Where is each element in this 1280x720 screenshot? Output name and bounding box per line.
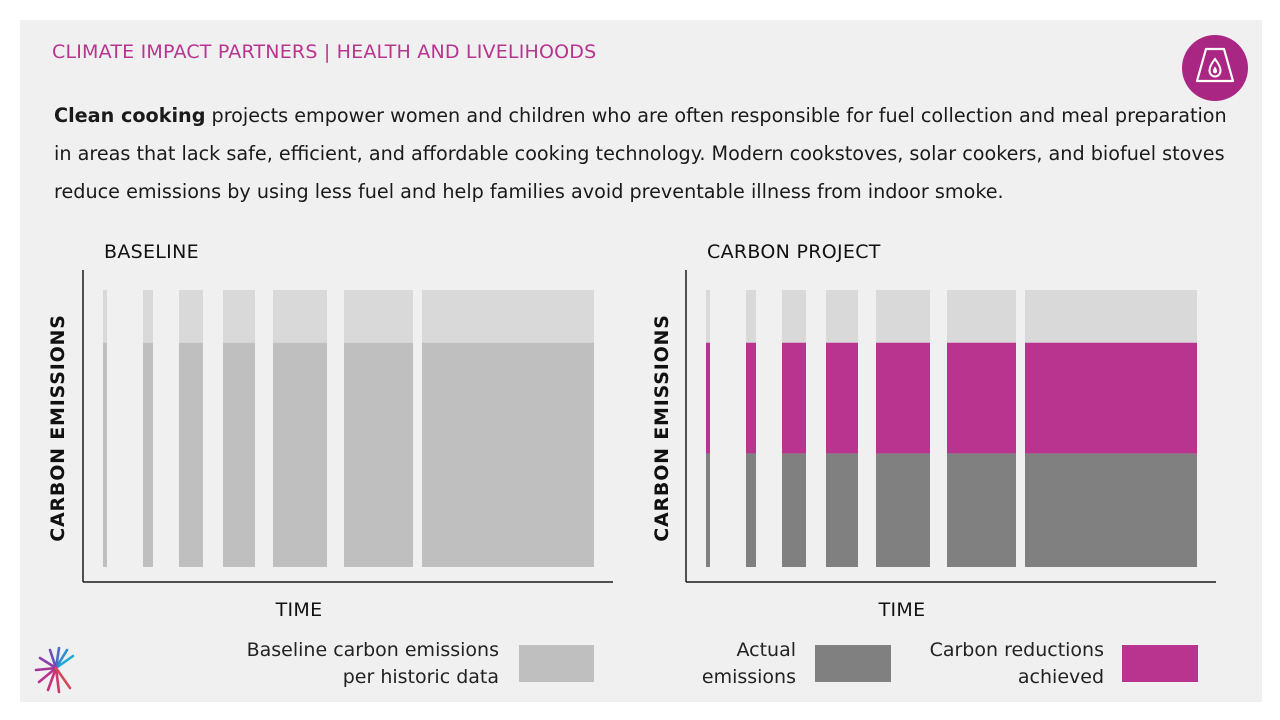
- bar-project-3-segment-1: [782, 453, 806, 567]
- bar-project-2-segment-1: [746, 453, 756, 567]
- project-y-axis-label: CARBON EMISSIONS: [651, 314, 673, 542]
- bar-project-1-segment-1: [706, 453, 710, 567]
- bar-project-2-segment-2: [746, 342, 756, 454]
- page-header: CLIMATE IMPACT PARTNERS | HEALTH AND LIV…: [52, 41, 597, 63]
- project-chart: [685, 270, 1216, 583]
- bar-project-6-segment-1: [947, 453, 1016, 567]
- bar-project-3-segment-3: [782, 290, 806, 343]
- bar-project-2-segment-3: [746, 290, 756, 343]
- bar-baseline-1-segment-2: [103, 290, 107, 343]
- baseline-y-axis-label: CARBON EMISSIONS: [47, 314, 69, 542]
- bar-project-7-segment-1: [1025, 453, 1197, 567]
- legend-reduction-line1: Carbon reductions: [929, 639, 1104, 661]
- bar-project-3-segment-2: [782, 342, 806, 454]
- bar-baseline-6-segment-1: [344, 342, 413, 567]
- legend-actual-line2: emissions: [701, 666, 796, 688]
- legend-baseline-line1: Baseline carbon emissions: [246, 639, 499, 661]
- legend-actual-line1: Actual: [736, 639, 796, 661]
- intro-text: projects empower women and children who …: [54, 104, 1227, 203]
- baseline-chart: [82, 270, 613, 583]
- legend-reduction-label: Carbon reductions achieved: [890, 637, 1104, 691]
- legend-baseline-swatch: [519, 645, 594, 682]
- legend-actual-label: Actual emissions: [660, 637, 796, 691]
- bar-project-4-segment-1: [826, 453, 858, 567]
- bar-project-4-segment-2: [826, 342, 858, 454]
- bar-baseline-4-segment-1: [223, 342, 255, 567]
- bar-project-7-segment-3: [1025, 290, 1197, 343]
- bar-project-5-segment-1: [876, 453, 930, 567]
- bar-baseline-7-segment-1: [422, 342, 594, 567]
- bar-baseline-2-segment-1: [143, 342, 153, 567]
- legend-reduction-line2: achieved: [1017, 666, 1104, 688]
- bar-project-5-segment-2: [876, 342, 930, 454]
- bar-baseline-7-segment-2: [422, 290, 594, 343]
- bar-baseline-6-segment-2: [344, 290, 413, 343]
- bar-project-4-segment-3: [826, 290, 858, 343]
- bar-baseline-3-segment-2: [179, 290, 203, 343]
- bar-baseline-5-segment-1: [273, 342, 327, 567]
- legend-baseline-line2: per historic data: [342, 666, 499, 688]
- bar-project-6-segment-3: [947, 290, 1016, 343]
- bar-baseline-4-segment-2: [223, 290, 255, 343]
- cookstove-badge: [1182, 35, 1248, 101]
- bar-baseline-2-segment-2: [143, 290, 153, 343]
- project-chart-title: CARBON PROJECT: [707, 241, 881, 263]
- baseline-chart-title: BASELINE: [104, 241, 199, 263]
- bar-project-1-segment-3: [706, 290, 710, 343]
- baseline-x-axis-label: TIME: [275, 599, 323, 621]
- cookstove-flame-icon: [1195, 47, 1235, 83]
- climate-impact-partners-logo-icon: [34, 646, 75, 694]
- bar-project-6-segment-2: [947, 342, 1016, 454]
- intro-bold: Clean cooking: [54, 104, 206, 127]
- bar-project-5-segment-3: [876, 290, 930, 343]
- bar-baseline-3-segment-1: [179, 342, 203, 567]
- legend-reduction-swatch: [1122, 645, 1198, 682]
- legend-baseline-label: Baseline carbon emissions per historic d…: [200, 637, 499, 691]
- project-x-axis-label: TIME: [878, 599, 926, 621]
- bar-baseline-5-segment-2: [273, 290, 327, 343]
- intro-paragraph: Clean cooking projects empower women and…: [54, 97, 1244, 211]
- bar-project-1-segment-2: [706, 342, 710, 454]
- bar-baseline-1-segment-1: [103, 342, 107, 567]
- legend-actual-swatch: [815, 645, 891, 682]
- bar-project-7-segment-2: [1025, 342, 1197, 454]
